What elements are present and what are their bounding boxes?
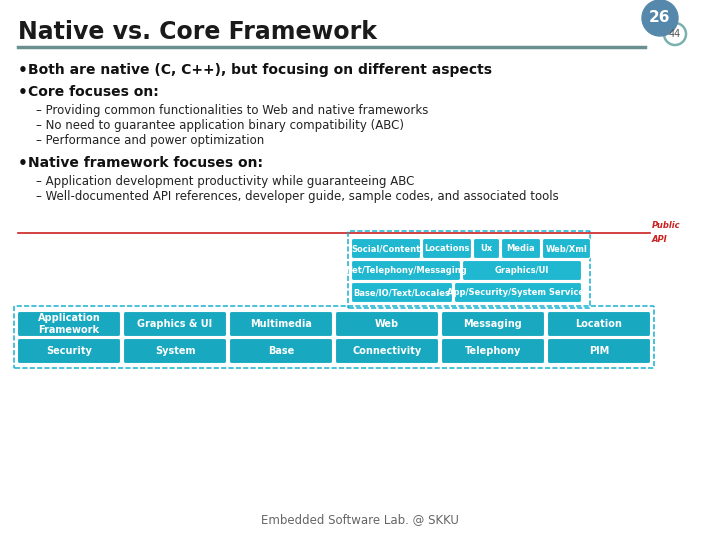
Text: Location: Location bbox=[575, 319, 622, 329]
Text: – Providing common functionalities to Web and native frameworks: – Providing common functionalities to We… bbox=[36, 104, 428, 117]
FancyBboxPatch shape bbox=[336, 339, 438, 363]
FancyBboxPatch shape bbox=[542, 239, 590, 259]
FancyBboxPatch shape bbox=[462, 260, 582, 280]
FancyBboxPatch shape bbox=[124, 339, 227, 363]
FancyBboxPatch shape bbox=[474, 239, 500, 259]
FancyBboxPatch shape bbox=[441, 339, 544, 363]
Text: Locations: Locations bbox=[424, 244, 469, 253]
FancyBboxPatch shape bbox=[454, 282, 582, 302]
Text: •: • bbox=[18, 156, 28, 171]
Text: Graphics & UI: Graphics & UI bbox=[138, 319, 212, 329]
Text: Both are native (C, C++), but focusing on different aspects: Both are native (C, C++), but focusing o… bbox=[28, 63, 492, 77]
Text: Net/Telephony/Messaging: Net/Telephony/Messaging bbox=[345, 266, 467, 275]
Text: Native framework focuses on:: Native framework focuses on: bbox=[28, 156, 263, 170]
Text: Application
Framework: Application Framework bbox=[37, 313, 100, 335]
Text: Embedded Software Lab. @ SKKU: Embedded Software Lab. @ SKKU bbox=[261, 513, 459, 526]
Text: 26: 26 bbox=[649, 10, 671, 25]
Text: Media: Media bbox=[507, 244, 535, 253]
Text: Public: Public bbox=[652, 221, 680, 230]
Text: – No need to guarantee application binary compatibility (ABC): – No need to guarantee application binar… bbox=[36, 119, 404, 132]
Text: – Well-documented API references, developer guide, sample codes, and associated : – Well-documented API references, develo… bbox=[36, 190, 559, 203]
Text: Base/IO/Text/Locales: Base/IO/Text/Locales bbox=[354, 288, 451, 297]
FancyBboxPatch shape bbox=[547, 312, 650, 336]
Text: Native vs. Core Framework: Native vs. Core Framework bbox=[18, 20, 377, 44]
FancyBboxPatch shape bbox=[502, 239, 541, 259]
Text: 44: 44 bbox=[669, 29, 681, 39]
Text: Connectivity: Connectivity bbox=[352, 346, 422, 356]
FancyBboxPatch shape bbox=[17, 312, 120, 336]
Text: Ux: Ux bbox=[480, 244, 492, 253]
FancyBboxPatch shape bbox=[351, 260, 461, 280]
Text: •: • bbox=[18, 85, 28, 100]
FancyBboxPatch shape bbox=[547, 339, 650, 363]
Text: PIM: PIM bbox=[589, 346, 609, 356]
Text: System: System bbox=[155, 346, 195, 356]
Text: Graphics/UI: Graphics/UI bbox=[495, 266, 549, 275]
Text: Telephony: Telephony bbox=[465, 346, 521, 356]
FancyBboxPatch shape bbox=[351, 282, 452, 302]
Text: Base: Base bbox=[268, 346, 294, 356]
FancyBboxPatch shape bbox=[423, 239, 472, 259]
Text: •: • bbox=[18, 63, 28, 78]
Text: Web: Web bbox=[375, 319, 399, 329]
Text: Multimedia: Multimedia bbox=[250, 319, 312, 329]
Text: Messaging: Messaging bbox=[464, 319, 523, 329]
Text: – Application development productivity while guaranteeing ABC: – Application development productivity w… bbox=[36, 175, 415, 188]
FancyBboxPatch shape bbox=[124, 312, 227, 336]
Circle shape bbox=[642, 0, 678, 36]
Text: Security: Security bbox=[46, 346, 92, 356]
FancyBboxPatch shape bbox=[441, 312, 544, 336]
FancyBboxPatch shape bbox=[230, 339, 333, 363]
Text: API: API bbox=[652, 235, 667, 244]
FancyBboxPatch shape bbox=[17, 339, 120, 363]
Text: Core focuses on:: Core focuses on: bbox=[28, 85, 158, 99]
Text: App/Security/System Services: App/Security/System Services bbox=[447, 288, 589, 297]
Text: Web/Xml: Web/Xml bbox=[546, 244, 588, 253]
FancyBboxPatch shape bbox=[351, 239, 420, 259]
Text: – Performance and power optimization: – Performance and power optimization bbox=[36, 134, 264, 147]
FancyBboxPatch shape bbox=[230, 312, 333, 336]
Text: Social/Content: Social/Content bbox=[351, 244, 420, 253]
FancyBboxPatch shape bbox=[336, 312, 438, 336]
